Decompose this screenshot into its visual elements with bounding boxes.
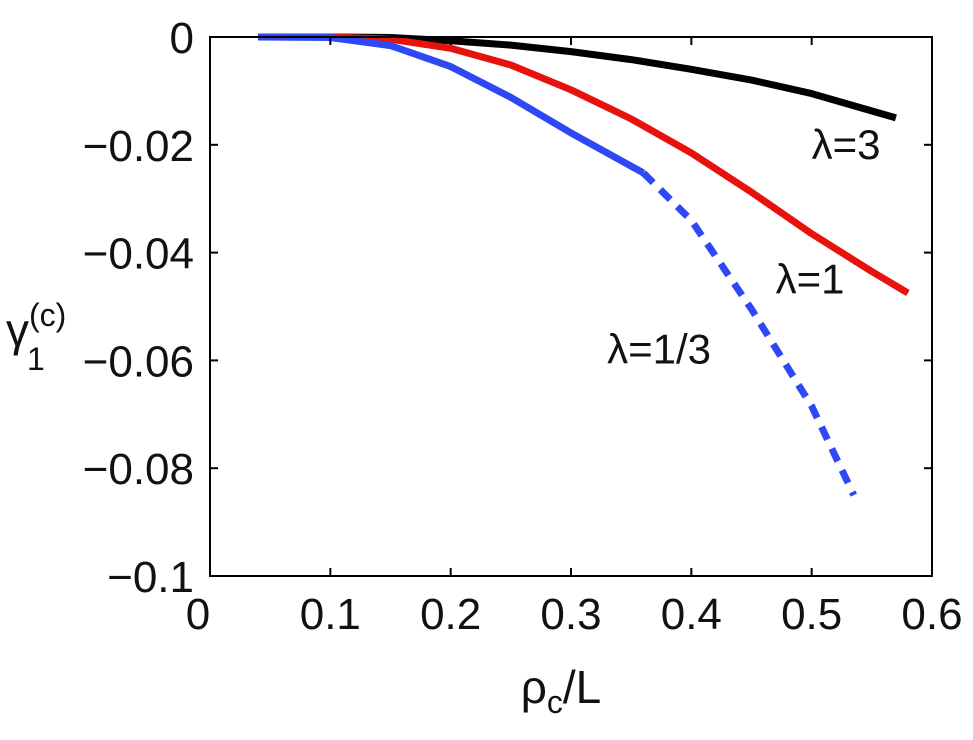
series-line-0 (258, 33, 897, 122)
x-tick-label: 0.1 (300, 590, 361, 639)
y-axis-label-sub: 1 (27, 341, 45, 377)
series-label: λ=3 (812, 121, 881, 168)
x-axis-label-rest: /L (563, 661, 601, 713)
y-tick-label: −0.02 (83, 122, 194, 171)
plot-frame (209, 36, 933, 577)
x-axis-label: ρc/L (521, 661, 602, 720)
y-axis-label-base: γ (6, 304, 29, 356)
x-axis-label-base: ρ (521, 661, 547, 713)
y-axis-label: γ(c) (6, 297, 66, 356)
series-label: λ=1/3 (607, 326, 711, 373)
x-tick-label: 0 (186, 590, 210, 639)
x-tick-label: 0.4 (661, 590, 722, 639)
ticks-layer: 0 0.1 0.2 0.3 0.4 0.5 0.6 0 −0.02 −0.04 −0.06 −0.08… (83, 14, 963, 639)
y-tick-label: −0.08 (83, 445, 194, 494)
y-tick-label: −0.1 (107, 553, 194, 602)
series-line-3-dashed (640, 170, 857, 497)
series-line-1 (258, 33, 910, 297)
x-tick-label: 0.3 (540, 590, 601, 639)
x-tick-label: 0.2 (420, 590, 481, 639)
series-line-2 (258, 33, 645, 176)
x-axis-label-sub: c (547, 684, 563, 720)
y-tick-label: 0 (170, 14, 194, 63)
y-tick-label: −0.04 (83, 230, 194, 279)
x-tick-label: 0.6 (901, 590, 962, 639)
series-label: λ=1 (776, 256, 845, 303)
y-tick-label: −0.06 (83, 337, 194, 386)
y-axis-label-sup: (c) (29, 297, 66, 333)
x-tick-label: 0.5 (781, 590, 842, 639)
annotations-layer: λ=3 λ=1 λ=1/3 (607, 121, 880, 373)
